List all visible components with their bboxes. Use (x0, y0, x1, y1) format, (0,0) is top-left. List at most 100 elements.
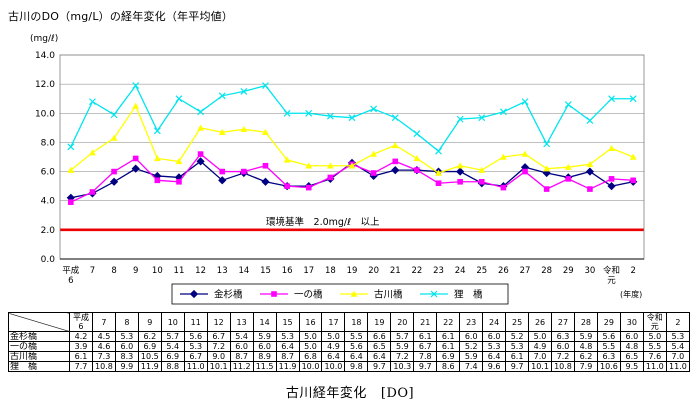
data-point (391, 141, 399, 149)
data-point (131, 164, 140, 173)
data-point (89, 149, 96, 156)
x-tick-label: 25 (476, 266, 487, 276)
table-cell: 6.0 (114, 341, 139, 352)
x-tick-label: 10 (152, 266, 163, 276)
table-cell: 5.4 (665, 341, 691, 352)
data-point (153, 155, 161, 162)
chart-caption: 古川経年変化 [DO] (0, 382, 700, 401)
data-point (132, 155, 139, 162)
table-cell: 6.4 (321, 351, 346, 362)
table-cell: 5.6 (183, 331, 208, 342)
caption-main: 古川経年変化 (285, 386, 367, 401)
data-point (327, 174, 334, 181)
table-cell: 6.4 (275, 341, 300, 352)
legend-label: 一の橋 (294, 289, 323, 301)
reference-line-label: 環境基準 2.0mg/ℓ 以上 (266, 216, 380, 228)
table-cell: 6.0 (619, 331, 644, 342)
data-point (89, 189, 96, 195)
legend: 金杉橋 一の橋 古川橋 狸 橋 (171, 283, 509, 305)
table-cell: 10.0 (321, 361, 346, 372)
data-table: 平成 6 7 8 9 10 11 12 13 14 15 16 17 18 19 20 21 22 23 24 25 26… (8, 312, 691, 372)
table-cell: 9.7 (413, 361, 438, 372)
x-tick-label: 28 (541, 266, 552, 276)
table-cell: 7.2 (551, 351, 575, 362)
data-point (68, 199, 74, 205)
table-header-cell: 30 (619, 312, 644, 332)
data-point (522, 168, 528, 175)
data-point (585, 167, 595, 176)
table-header-cell: 19 (367, 312, 392, 332)
table-cell: 5.5 (344, 331, 369, 342)
table-cell: 7.0 (528, 351, 553, 362)
table-cell: 5.4 (160, 341, 185, 352)
table-cell: 10.1 (528, 361, 553, 372)
table-cell: 6.3 (551, 331, 575, 342)
data-point (218, 128, 226, 135)
table-cell: 10.5 (137, 351, 162, 362)
table-cell: 5.0 (298, 331, 323, 342)
table-cell: 10.3 (390, 361, 415, 372)
table-header-cell: 12 (206, 312, 231, 332)
table-cell: 4.5 (91, 331, 116, 342)
y-tick-label: 14.0 (35, 51, 55, 61)
y-tick-label: 8.0 (41, 138, 56, 148)
data-point (629, 153, 637, 160)
data-point (457, 178, 463, 185)
data-point (189, 289, 199, 299)
x-tick-label: 26 (498, 266, 509, 276)
table-header-cell: 29 (596, 312, 621, 332)
x-tick-label: 30 (585, 266, 596, 276)
data-point (262, 82, 269, 90)
data-point (271, 291, 277, 297)
table-cell: 11.0 (665, 361, 691, 372)
data-point (414, 167, 420, 173)
x-tick-label: 13 (217, 266, 228, 276)
table-cell: 10.6 (596, 361, 621, 372)
table-cell: 6.1 (436, 331, 461, 342)
data-point (391, 114, 399, 122)
data-point (175, 95, 183, 103)
data-point (586, 117, 594, 124)
data-point (521, 150, 529, 157)
data-point (478, 114, 486, 122)
series-4 (67, 82, 637, 155)
page-title: 古川のDO（mg/L）の経年変化（年平均値） (8, 10, 234, 23)
data-point (543, 165, 551, 172)
table-header-cell: 22 (436, 312, 461, 332)
table-cell: 6.5 (619, 351, 644, 362)
table-cell: 8.7 (229, 351, 254, 362)
table-cell: 11.9 (137, 361, 162, 372)
data-point (348, 114, 356, 122)
table-cell: 6.0 (252, 341, 277, 352)
table-cell: 7.0 (665, 351, 691, 362)
table-header-cell: 24 (482, 312, 507, 332)
table-cell: 8.6 (436, 361, 461, 372)
table-cell: 6.1 (436, 341, 461, 352)
x-tick-label: 18 (325, 266, 336, 276)
data-point (608, 176, 615, 182)
table-cell: 9.0 (206, 351, 231, 362)
table-cell: 11.0 (642, 361, 667, 372)
data-point (218, 176, 227, 185)
data-point (456, 167, 465, 176)
data-point (630, 177, 636, 184)
table-cell: 11.2 (229, 361, 254, 372)
legend-label: 古川橋 (374, 289, 403, 301)
table-cell: 6.3 (596, 351, 621, 362)
x-tick-label: 19 (347, 266, 358, 276)
data-point (196, 157, 205, 166)
table-cell: 5.9 (459, 351, 484, 362)
table-cell: 9.7 (367, 361, 392, 372)
data-point (392, 158, 399, 165)
table-cell: 9.7 (505, 361, 530, 372)
table-cell: 5.7 (390, 331, 415, 342)
table-cell: 10.8 (551, 361, 575, 372)
data-point (499, 108, 507, 116)
table-row: 狸 橋 7.7 10.8 9.9 11.9 8.8 11.0 10.1 11.2 11.5 11.9… (8, 361, 691, 372)
data-point (456, 115, 464, 123)
do-line-chart: (mg/ℓ) 環境基準 2.0mg/ℓ 以上 0.0 2.0 4.0 6.0 8.0 10… (30, 34, 645, 305)
x-tick-label: 20 (368, 266, 379, 276)
table-header-row: 平成 6 7 8 9 10 11 12 13 14 15 16 17 18 19 20 21 22 23 24 25 26… (8, 312, 691, 332)
table-cell: 6.5 (367, 341, 392, 352)
table-header-cell: 28 (573, 312, 598, 332)
